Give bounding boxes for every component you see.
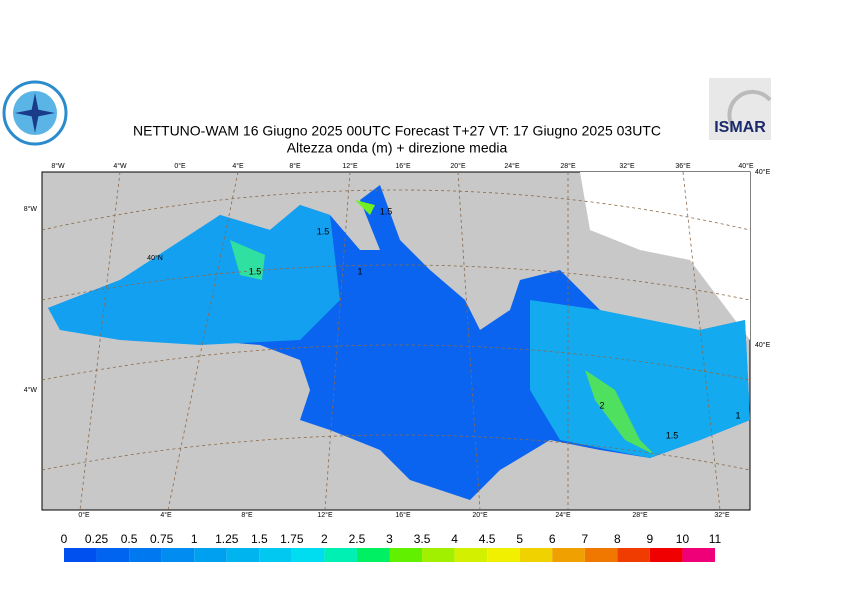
colorbar-label: 3 — [386, 532, 393, 546]
colorbar-box — [617, 548, 650, 562]
colorbar-label: 7 — [581, 532, 588, 546]
colorbar-box — [454, 548, 488, 562]
lon-label: 24°E — [555, 511, 571, 519]
lon-label: 4°W — [113, 162, 127, 170]
lon-label: 16°E — [395, 511, 411, 519]
colorbar-label: 1.25 — [215, 532, 239, 546]
contour-label: 1 — [735, 410, 740, 420]
colorbar-label: 1 — [191, 532, 198, 546]
lon-label: 8°E — [241, 511, 253, 519]
colorbar-label: 2.5 — [349, 532, 366, 546]
lon-label: 28°E — [632, 511, 648, 519]
colorbar-box — [226, 548, 260, 562]
colorbar-label: 1.5 — [251, 532, 268, 546]
contour-label: 1.5 — [249, 266, 262, 276]
colorbar-box — [64, 548, 97, 562]
contour-label: 1.5 — [666, 430, 679, 440]
lat-label: 40°N — [147, 254, 163, 262]
colorbar-box — [682, 548, 715, 562]
lon-label: 4°E — [160, 511, 172, 519]
lon-label: 8°W — [51, 162, 65, 170]
map — [41, 171, 751, 511]
colorbar-label: 0.75 — [150, 532, 174, 546]
lon-label: 0°E — [78, 511, 90, 519]
contour-labels: 1.5 1.5 1 1.5 2 1.5 1 — [249, 206, 741, 440]
colorbar-label: 4.5 — [479, 532, 496, 546]
lon-label: 28°E — [560, 162, 576, 170]
colorbar-box — [291, 548, 325, 562]
logo-left — [2, 80, 68, 146]
lon-label: 12°E — [317, 511, 333, 519]
lon-label: 36°E — [675, 162, 691, 170]
colorbar-label: 4 — [451, 532, 458, 546]
lon-label: 16°E — [395, 162, 411, 170]
colorbar-label: 0.25 — [85, 532, 109, 546]
colorbar-label: 0.5 — [121, 532, 138, 546]
colorbar-box — [324, 548, 357, 562]
colorbar-label: 3.5 — [414, 532, 431, 546]
subtitle: Altezza onda (m) + direzione media — [287, 140, 508, 156]
colorbar-box — [519, 548, 553, 562]
contour-label: 2 — [599, 400, 604, 410]
lon-label: 0°E — [174, 162, 186, 170]
contour-label: 1.5 — [317, 226, 330, 236]
logo-text: ISMAR — [714, 119, 766, 136]
colorbar-box — [161, 548, 195, 562]
contour-label: 1 — [357, 266, 362, 276]
lon-label: 24°E — [504, 162, 520, 170]
colorbar-label: 2 — [321, 532, 328, 546]
colorbar-box — [389, 548, 423, 562]
colorbar-label: 10 — [676, 532, 690, 546]
lon-label: 40°E — [738, 162, 754, 170]
colorbar-box — [487, 548, 520, 562]
colorbar-label: 5 — [516, 532, 523, 546]
colorbar-label: 0 — [61, 532, 68, 546]
colorbar-label: 6 — [549, 532, 556, 546]
lon-label: 8°E — [289, 162, 301, 170]
colorbar-label: 9 — [647, 532, 654, 546]
colorbar-box — [259, 548, 292, 562]
colorbar-label: 1.75 — [280, 532, 304, 546]
logo-right: ISMAR — [709, 78, 772, 140]
colorbar-box — [129, 548, 162, 562]
lat-label: 8°W — [24, 205, 38, 213]
colorbar-box — [649, 548, 683, 562]
colorbar-box — [96, 548, 130, 562]
lon-label: 20°E — [450, 162, 466, 170]
lon-label: 4°E — [232, 162, 244, 170]
lat-label: 40°E — [755, 168, 771, 176]
colorbar-box — [584, 548, 618, 562]
lat-label: 40°E — [755, 341, 771, 349]
lon-label: 32°E — [714, 511, 730, 519]
colorbar-box — [422, 548, 455, 562]
colorbar-box — [356, 548, 390, 562]
contour-label: 1.5 — [380, 206, 393, 216]
colorbar-box — [194, 548, 227, 562]
lat-label: 4°W — [24, 386, 38, 394]
colorbar-box — [552, 548, 585, 562]
title: NETTUNO-WAM 16 Giugno 2025 00UTC Forecas… — [133, 123, 661, 139]
lon-label: 12°E — [342, 162, 358, 170]
lon-label: 32°E — [619, 162, 635, 170]
colorbar-label: 8 — [614, 532, 621, 546]
colorbar-label: 11 — [709, 532, 722, 546]
lon-label: 20°E — [472, 511, 488, 519]
